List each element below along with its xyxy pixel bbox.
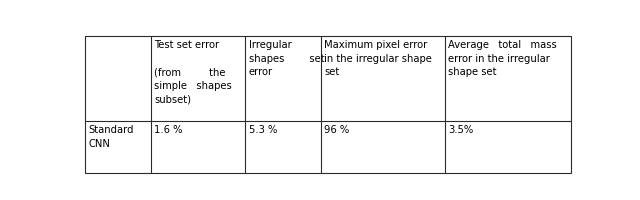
Text: 1.6 %: 1.6 % (154, 125, 182, 135)
Text: Standard
CNN: Standard CNN (88, 125, 134, 149)
Text: Irregular
shapes        set
error: Irregular shapes set error (249, 40, 324, 77)
Text: Average   total   mass
error in the irregular
shape set: Average total mass error in the irregula… (448, 40, 557, 77)
Text: Maximum pixel error
in the irregular shape
set: Maximum pixel error in the irregular sha… (324, 40, 432, 77)
Text: Test set error

(from         the
simple   shapes
subset): Test set error (from the simple shapes s… (154, 40, 232, 105)
Text: 96 %: 96 % (324, 125, 349, 135)
Text: 5.3 %: 5.3 % (249, 125, 277, 135)
Text: 3.5%: 3.5% (448, 125, 474, 135)
